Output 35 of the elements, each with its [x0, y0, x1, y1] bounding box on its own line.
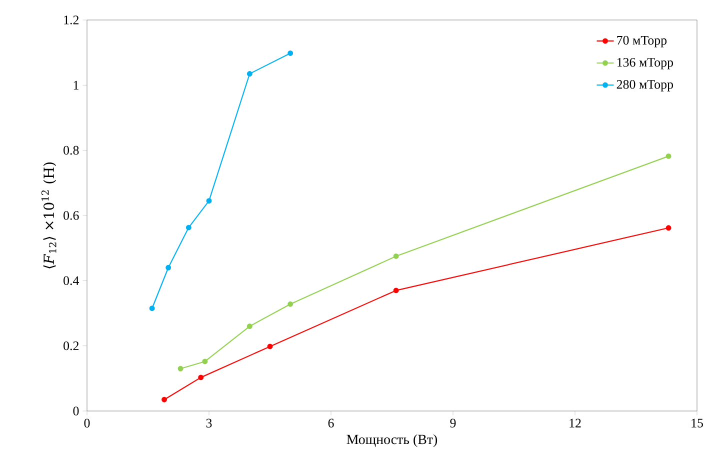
point	[149, 306, 155, 312]
point	[246, 71, 252, 77]
y-tick-label: 0.8	[64, 146, 79, 155]
point	[267, 344, 273, 350]
legend-label: 70 мТорр	[617, 36, 667, 48]
point	[288, 50, 294, 56]
x-tick-label: 3	[206, 418, 212, 428]
point	[206, 198, 212, 204]
point	[666, 225, 672, 231]
point	[246, 324, 252, 330]
point	[393, 288, 399, 294]
point	[666, 153, 672, 159]
y-tick-label: 0.2	[64, 341, 79, 350]
y-tick-label: 0.6	[64, 211, 79, 220]
point	[162, 396, 168, 402]
y-tick-label: 1.2	[64, 16, 79, 24]
x-tick-label: 9	[450, 418, 456, 428]
point	[288, 301, 294, 307]
x-axis-title: Мощность (Вт)	[346, 434, 438, 447]
point	[166, 264, 172, 270]
legend-label: 280 мТорр	[616, 80, 674, 92]
point	[186, 224, 192, 230]
point	[202, 358, 208, 364]
y-tick-label: 0.4	[64, 276, 80, 286]
x-tick-label: 0	[84, 418, 90, 428]
point	[393, 253, 399, 259]
x-tick-label: 12	[570, 418, 581, 428]
point	[178, 366, 184, 372]
legend-label: 136 мТорр	[617, 58, 674, 70]
x-tick-label: 6	[328, 418, 334, 428]
x-tick-label: 15	[692, 418, 703, 428]
y-tick-label: 0	[73, 406, 79, 416]
y-tick-label: 1	[74, 80, 78, 90]
y-axis-title: ⟨F$_{12}$⟩ ×10$^{12}$ (Н)	[41, 162, 56, 268]
point	[198, 374, 204, 380]
